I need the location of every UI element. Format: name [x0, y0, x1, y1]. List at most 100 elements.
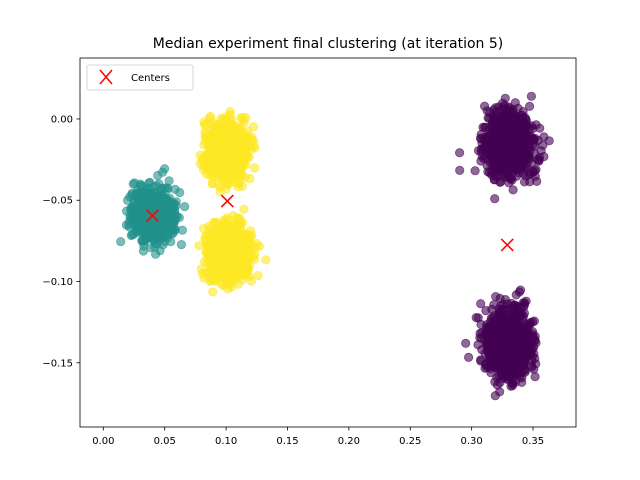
scatter-point: [128, 179, 138, 189]
scatter-point: [510, 98, 520, 108]
scatter-point: [503, 133, 513, 143]
scatter-point: [225, 110, 235, 120]
scatter-point: [461, 338, 471, 348]
scatter-point: [454, 148, 465, 158]
scatter-point: [506, 140, 517, 150]
scatter-point: [516, 368, 527, 378]
scatter-point: [126, 207, 136, 217]
scatter-point: [524, 319, 535, 329]
scatter-point: [526, 91, 537, 101]
scatter-point: [199, 117, 209, 127]
scatter-point: [221, 269, 231, 280]
scatter-point: [203, 162, 213, 172]
scatter-point: [209, 275, 219, 285]
scatter-point: [220, 136, 230, 146]
scatter-point: [213, 168, 224, 178]
scatter-point: [241, 113, 251, 123]
scatter-point: [134, 225, 144, 235]
scatter-point: [157, 225, 167, 235]
scatter-point: [224, 221, 234, 231]
scatter-point: [455, 165, 465, 175]
scatter-point: [515, 285, 526, 295]
scatter-point: [194, 241, 204, 251]
scatter-point: [463, 352, 474, 362]
scatter-point: [490, 103, 501, 113]
scatter-point: [166, 237, 176, 247]
scatter-point: [242, 243, 252, 253]
scatter-point: [530, 171, 540, 181]
scatter-point: [237, 275, 247, 285]
scatter-point: [177, 225, 187, 235]
scatter-point: [216, 113, 226, 123]
y-tick-label: 0.00: [51, 114, 73, 125]
scatter-point: [170, 184, 180, 194]
scatter-point: [525, 177, 535, 187]
scatter-point: [153, 170, 163, 181]
scatter-point: [243, 126, 253, 136]
scatter-point: [514, 168, 524, 178]
x-tick-label: 0.20: [338, 436, 360, 447]
scatter-point: [216, 160, 226, 170]
scatter-point: [160, 183, 170, 193]
scatter-point: [495, 387, 505, 397]
scatter-point: [210, 237, 220, 247]
scatter-point: [245, 142, 255, 152]
chart-title: Median experiment final clustering (at i…: [153, 36, 504, 52]
scatter-point: [151, 216, 161, 226]
scatter-point: [490, 194, 500, 204]
x-tick-label: 0.35: [522, 436, 544, 447]
scatter-point: [208, 117, 218, 128]
scatter-point: [116, 237, 126, 247]
scatter-point: [160, 164, 170, 174]
scatter-point: [503, 324, 513, 334]
x-tick-label: 0.15: [276, 436, 298, 447]
scatter-point: [232, 213, 242, 223]
scatter-point: [204, 221, 214, 231]
scatter-point: [489, 316, 499, 326]
scatter-point: [223, 158, 234, 168]
scatter-point: [513, 119, 523, 129]
scatter-point: [519, 333, 529, 344]
scatter-point: [527, 362, 537, 372]
scatter-point: [139, 241, 149, 251]
scatter-point: [505, 174, 515, 184]
scatter-point: [527, 351, 538, 361]
scatter-point: [498, 149, 508, 159]
scatter-point: [222, 279, 232, 289]
scatter-point: [261, 255, 271, 265]
y-tick-label: −0.15: [42, 358, 73, 369]
x-tick-label: 0.25: [399, 436, 421, 447]
scatter-point: [225, 249, 235, 259]
scatter-point: [133, 194, 143, 204]
scatter-point: [476, 147, 486, 157]
scatter-point: [476, 356, 486, 366]
scatter-point: [211, 224, 222, 234]
plot-area: [79, 57, 577, 428]
scatter-point: [530, 372, 540, 382]
scatter-point: [141, 184, 152, 195]
scatter-point: [476, 156, 486, 166]
scatter-point: [250, 163, 260, 173]
scatter-point: [524, 101, 535, 112]
scatter-point: [244, 152, 254, 162]
scatter-point: [224, 179, 234, 189]
scatter-point: [485, 357, 495, 367]
scatter-point: [230, 241, 240, 251]
scatter-point: [500, 93, 510, 103]
scatter-point: [197, 154, 207, 164]
x-tick-label: 0.30: [461, 436, 483, 447]
scatter-point: [502, 110, 512, 121]
scatter-point: [208, 287, 218, 297]
scatter-point: [490, 167, 501, 177]
scatter-point: [506, 159, 517, 169]
scatter-point: [536, 146, 546, 156]
scatter-point: [230, 256, 240, 266]
scatter-point: [519, 302, 529, 312]
scatter-point: [496, 177, 506, 187]
scatter-point: [513, 359, 523, 369]
x-tick-label: 0.05: [154, 436, 176, 447]
scatter-point: [180, 202, 190, 212]
scatter-point: [501, 165, 511, 176]
scatter-point: [482, 141, 492, 151]
